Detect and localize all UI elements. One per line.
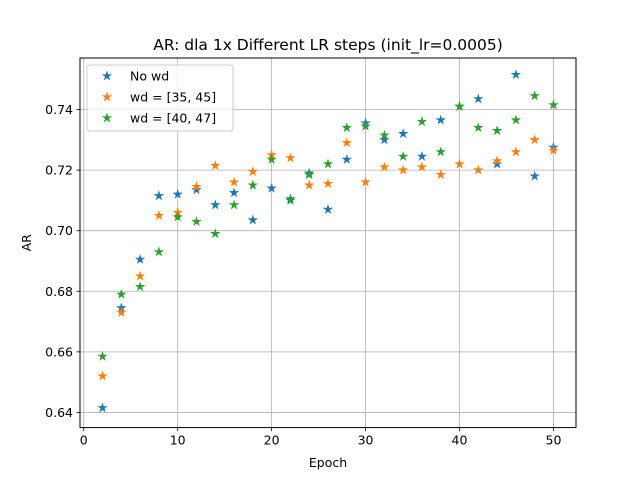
data-point (416, 150, 428, 161)
data-point (172, 188, 183, 199)
data-point (153, 190, 165, 201)
data-point (134, 253, 146, 264)
data-point (416, 161, 428, 172)
data-point (341, 154, 353, 164)
data-point (397, 164, 409, 175)
data-point (473, 93, 484, 104)
data-point (435, 169, 446, 180)
data-point (379, 161, 390, 172)
data-point (454, 158, 465, 169)
data-point (285, 152, 296, 163)
x-axis-ticks: 0 10 20 30 40 50 (80, 427, 562, 448)
y-tick-label: 0.68 (45, 284, 73, 299)
legend-marker (101, 91, 113, 102)
data-point (303, 169, 315, 180)
y-tick-label: 0.72 (45, 163, 73, 178)
data-point (134, 281, 146, 292)
series-3 (97, 90, 559, 361)
legend-marker (101, 112, 113, 123)
x-axis-label: Epoch (309, 455, 347, 470)
data-point (153, 210, 165, 220)
data-point (191, 184, 202, 195)
data-point (322, 178, 334, 189)
legend-box (86, 64, 234, 132)
data-point (435, 114, 446, 125)
x-tick-label: 0 (80, 433, 88, 448)
data-point (529, 90, 540, 101)
data-point (491, 158, 503, 169)
legend-label: wd = [35, 45] (130, 90, 216, 105)
data-point (510, 69, 522, 80)
data-point (435, 146, 446, 157)
x-tick-label: 30 (358, 433, 374, 448)
data-point (510, 114, 522, 125)
data-point (285, 194, 296, 205)
data-point (210, 228, 221, 239)
data-point (322, 204, 334, 214)
plot-frame (79, 57, 577, 429)
data-point (266, 182, 277, 193)
data-point (454, 100, 465, 111)
data-point (397, 128, 409, 139)
data-point (379, 134, 390, 145)
y-tick-label: 0.70 (45, 223, 73, 238)
data-point (97, 402, 108, 413)
data-point (322, 158, 334, 169)
data-point (266, 154, 277, 164)
data-point (247, 179, 259, 190)
data-point (210, 199, 221, 210)
data-point (360, 120, 371, 131)
data-point (491, 155, 503, 166)
data-point (341, 122, 353, 133)
data-point (172, 211, 183, 222)
data-point (191, 181, 202, 192)
data-point (134, 270, 146, 281)
x-tick-label: 10 (170, 433, 186, 448)
grid-lines (80, 58, 576, 428)
y-axis-ticks: 0.64 0.66 0.68 0.70 0.72 0.74 (45, 102, 80, 420)
data-point (397, 150, 409, 161)
data-point (303, 179, 315, 190)
data-point (191, 216, 202, 227)
y-tick-label: 0.64 (45, 405, 73, 420)
data-point (247, 214, 259, 225)
legend-marker (101, 70, 113, 81)
data-point (228, 199, 240, 210)
data-point (379, 129, 390, 140)
data-point (548, 99, 559, 110)
data-point (341, 137, 353, 148)
y-tick-label: 0.74 (45, 102, 73, 117)
y-tick-label: 0.66 (45, 344, 73, 359)
legend: No wd wd = [35, 45] wd = [40, 47] (86, 64, 234, 132)
data-point (360, 176, 371, 187)
data-point (247, 166, 259, 177)
legend-label: No wd (130, 69, 169, 84)
data-point (529, 134, 540, 145)
data-point (473, 122, 484, 133)
x-tick-label: 40 (452, 433, 468, 448)
x-tick-label: 50 (546, 433, 562, 448)
data-point (116, 288, 127, 299)
data-point (210, 160, 221, 170)
data-point (416, 116, 428, 127)
data-point (97, 370, 108, 381)
x-tick-label: 20 (264, 433, 280, 448)
data-point (116, 307, 127, 317)
data-point (473, 164, 484, 175)
y-axis-label: AR (19, 234, 34, 252)
data-point (153, 246, 165, 257)
data-point (97, 350, 108, 361)
data-point (228, 187, 240, 198)
data-point (491, 125, 503, 136)
legend-label: wd = [40, 47] (130, 111, 216, 126)
data-point (548, 144, 559, 155)
data-point (510, 146, 522, 157)
data-point (529, 170, 540, 181)
chart-title: AR: dla 1x Different LR steps (init_lr=0… (153, 36, 503, 55)
data-point (228, 176, 240, 187)
data-points (97, 69, 559, 413)
